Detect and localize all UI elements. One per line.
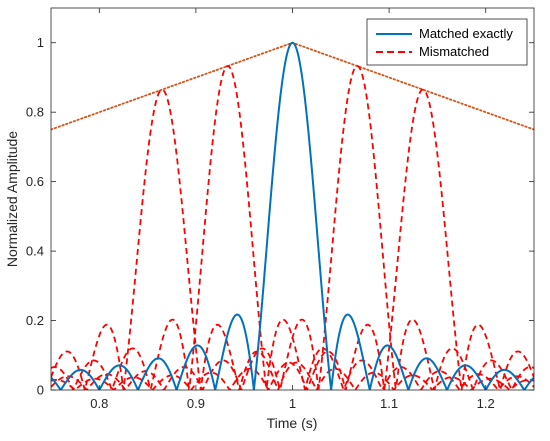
y-tick-label: 0.6 [26, 174, 44, 189]
x-tick-label: 1 [289, 396, 296, 411]
legend: Matched exactly Mismatched [366, 18, 528, 66]
legend-box [366, 18, 528, 66]
x-tick-label: 0.9 [187, 396, 205, 411]
plot-curves [51, 41, 534, 390]
matched-curve [51, 41, 534, 390]
mismatched-curve-3 [51, 65, 534, 390]
y-tick-label: 0.8 [26, 105, 44, 120]
x-tick-label: 0.8 [90, 396, 108, 411]
y-tick-label: 0 [37, 383, 44, 398]
y-tick-label: 0.4 [26, 244, 44, 259]
ticks: 0.8 0.9 1 1.1 1.2 0 0.2 0.4 0.6 0.8 1 [26, 8, 534, 411]
y-tick-label: 1 [37, 35, 44, 50]
y-axis-label: Normalized Amplitude [4, 131, 20, 267]
legend-label-mismatched: Mismatched [419, 44, 489, 59]
x-axis-label: Time (s) [267, 415, 318, 431]
x-tick-label: 1.2 [477, 396, 495, 411]
x-tick-label: 1.1 [380, 396, 398, 411]
y-tick-label: 0.2 [26, 313, 44, 328]
legend-label-matched: Matched exactly [419, 26, 513, 41]
